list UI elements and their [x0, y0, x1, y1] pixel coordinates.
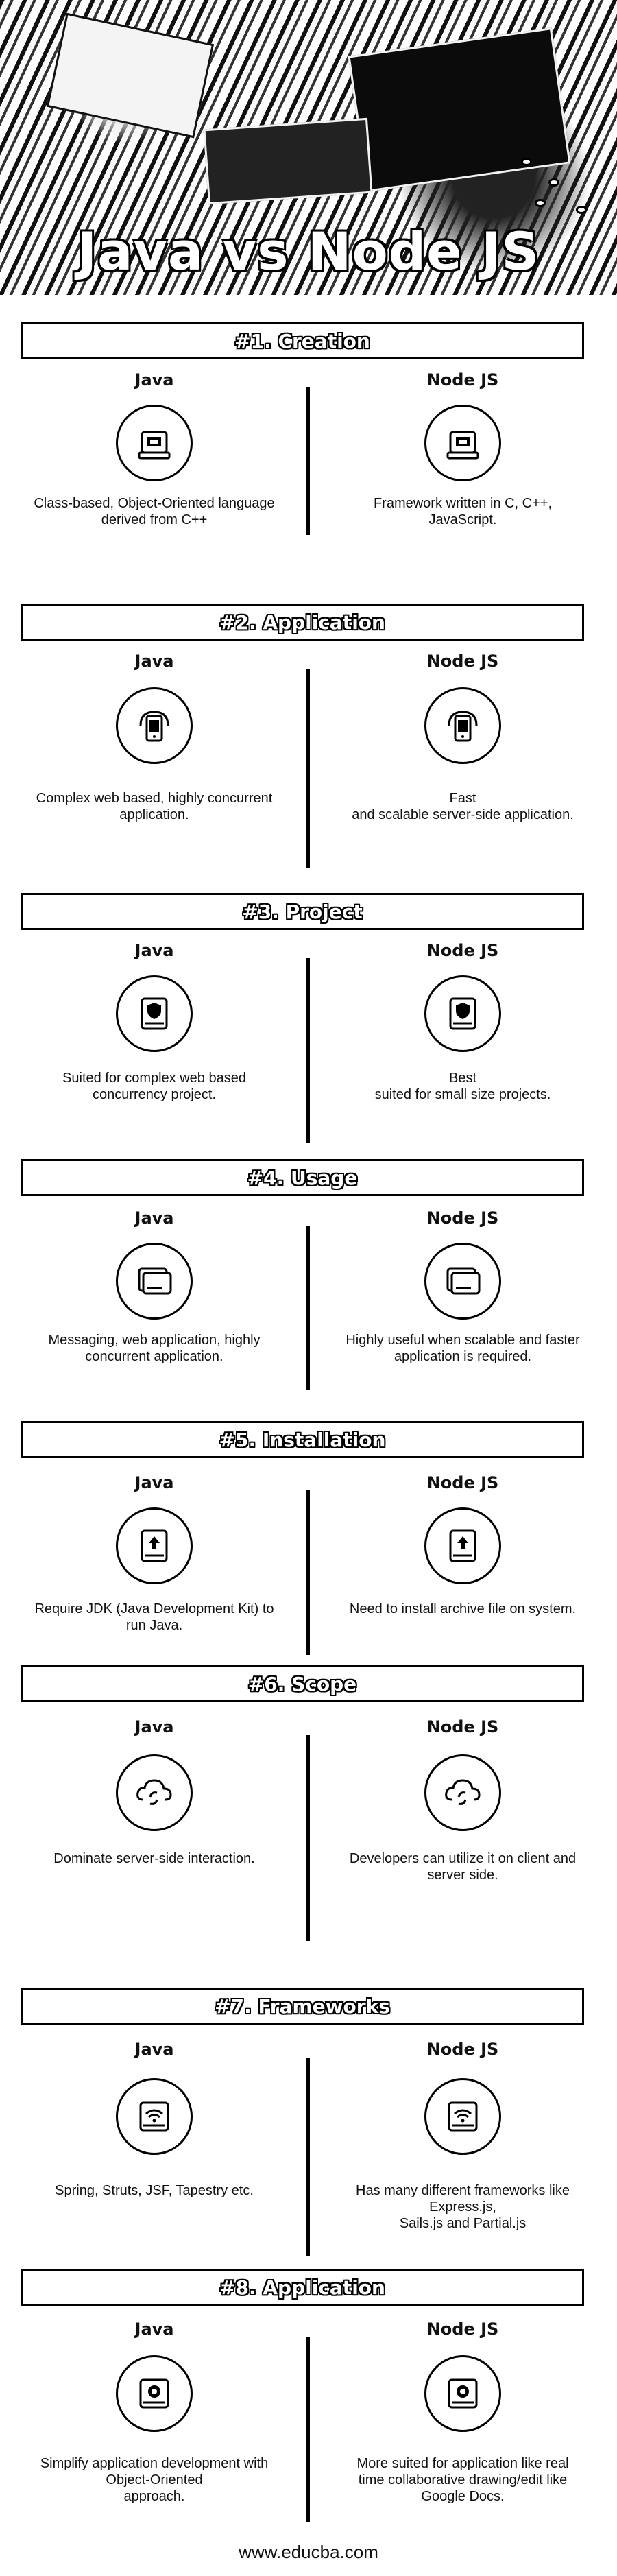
node-description: Framework written in C, C++, JavaScript.: [373, 496, 553, 527]
hard-drive-icon: [116, 1243, 193, 1320]
column-divider: [306, 1226, 310, 1390]
column-divider: [306, 2337, 310, 2522]
column-divider: [306, 669, 310, 868]
column-heading-node: Node JS: [426, 370, 499, 390]
wifi-drive-icon: [116, 2078, 193, 2155]
upload-drive-icon: [116, 1507, 193, 1584]
footer-url[interactable]: www.educba.com: [239, 2542, 378, 2562]
section-header: #5. Installation: [21, 1421, 584, 1458]
section-title: #2. Application: [219, 610, 385, 634]
computer-icon: [116, 405, 193, 481]
column-heading-node: Node JS: [426, 652, 499, 671]
hero-dot: [535, 199, 546, 207]
node-description: Best suited for small size projects.: [374, 1071, 551, 1102]
cloud-sync-icon: [116, 1754, 193, 1831]
column-heading-node: Node JS: [426, 1208, 499, 1228]
column-divider: [306, 387, 310, 535]
section-header: #1. Creation: [21, 322, 584, 359]
upload-drive-icon: [424, 1507, 501, 1584]
hero-dot: [548, 178, 559, 187]
node-description: Need to install archive file on system.: [349, 1601, 577, 1617]
gear-drive-icon: [116, 2355, 193, 2432]
mobile-icon: [116, 687, 193, 764]
section-title: #6. Scope: [247, 1672, 357, 1695]
section-header: #3. Project: [21, 893, 584, 930]
column-heading-node: Node JS: [426, 1717, 499, 1737]
section-header: #8. Application: [21, 2269, 584, 2306]
section-title: #1. Creation: [234, 329, 370, 353]
section-title: #7. Frameworks: [215, 1994, 390, 2018]
column-heading-java: Java: [134, 1473, 174, 1492]
column-heading-java: Java: [134, 941, 174, 960]
java-description: Complex web based, highly concurrent appl…: [36, 791, 273, 822]
java-description: Dominate server-side interaction.: [53, 1851, 255, 1866]
column-heading-java: Java: [134, 370, 174, 390]
hero-dot: [521, 158, 532, 166]
node-description: Highly useful when scalable and faster ap…: [346, 1333, 580, 1364]
column-divider: [306, 2058, 310, 2256]
java-description: Suited for complex web based concurrency …: [62, 1071, 246, 1102]
wifi-drive-icon: [424, 2078, 501, 2155]
shield-drive-icon: [424, 975, 501, 1052]
hero-dot: [576, 206, 587, 214]
section-title: #5. Installation: [219, 1428, 386, 1451]
hero-photo-shape: [46, 12, 215, 139]
node-description: Fast and scalable server-side application…: [352, 791, 574, 822]
section-title: #8. Application: [219, 2276, 385, 2299]
column-heading-node: Node JS: [426, 1473, 499, 1492]
column-heading-java: Java: [134, 2040, 174, 2059]
column-heading-node: Node JS: [426, 2319, 499, 2339]
node-description: Developers can utilize it on client and s…: [349, 1851, 577, 1883]
node-description: More suited for application like real tim…: [356, 2456, 569, 2504]
hero-banner: Java vs Node JS: [0, 0, 617, 295]
column-heading-java: Java: [134, 1717, 174, 1737]
hard-drive-icon: [424, 1243, 501, 1320]
section-header: #2. Application: [21, 604, 584, 641]
gear-drive-icon: [424, 2355, 501, 2432]
column-heading-node: Node JS: [426, 2040, 499, 2059]
java-description: Spring, Struts, JSF, Tapestry etc.: [55, 2183, 254, 2198]
computer-icon: [424, 405, 501, 481]
page-title: Java vs Node JS: [77, 221, 540, 282]
section-header: #6. Scope: [21, 1665, 584, 1702]
cloud-sync-icon: [424, 1754, 501, 1831]
java-description: Class-based, Object-Oriented language der…: [34, 496, 275, 527]
hero-photo-shape: [348, 27, 571, 192]
java-description: Simplify application development with Obj…: [40, 2456, 269, 2504]
java-description: Require JDK (Java Development Kit) to run…: [34, 1601, 274, 1633]
column-divider: [306, 1490, 310, 1655]
mobile-icon: [424, 687, 501, 764]
column-heading-java: Java: [134, 652, 174, 671]
section-header: #4. Usage: [21, 1159, 584, 1196]
java-description: Messaging, web application, highly concur…: [48, 1333, 261, 1364]
column-heading-node: Node JS: [426, 941, 499, 960]
column-heading-java: Java: [134, 2319, 174, 2339]
hero-photo-shape: [203, 117, 373, 205]
section-header: #7. Frameworks: [21, 1988, 584, 2025]
section-title: #3. Project: [242, 900, 363, 923]
shield-drive-icon: [116, 975, 193, 1052]
column-divider: [306, 1735, 310, 1941]
section-title: #4. Usage: [247, 1166, 358, 1189]
column-divider: [306, 958, 310, 1143]
column-heading-java: Java: [134, 1208, 174, 1228]
node-description: Has many different frameworks like Expres…: [356, 2183, 570, 2231]
